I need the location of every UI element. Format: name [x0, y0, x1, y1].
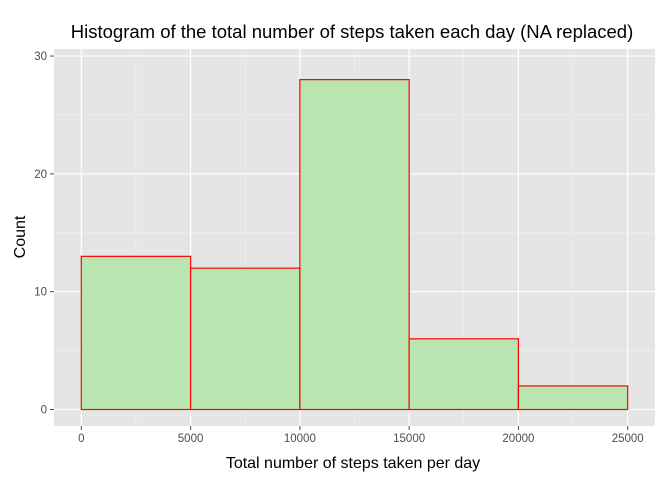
- histogram-bar: [189, 267, 301, 411]
- histogram-bar: [408, 338, 520, 411]
- chart-title: Histogram of the total number of steps t…: [71, 21, 634, 42]
- y-axis-ticks: 0 10 20 30: [34, 51, 54, 417]
- histogram-bar: [80, 255, 192, 411]
- x-tick-label: 5000: [178, 433, 204, 445]
- x-tick-label: 15000: [393, 433, 425, 445]
- y-axis-title: Count: [12, 215, 29, 258]
- x-axis-title: Total number of steps taken per day: [226, 455, 480, 472]
- y-tick-label: 0: [41, 405, 47, 417]
- histogram-bars: [80, 79, 629, 411]
- histogram-bar: [299, 79, 410, 411]
- histogram-bar: [517, 385, 629, 411]
- x-tick-label: 20000: [502, 433, 534, 445]
- y-tick-label: 30: [34, 51, 47, 63]
- y-tick-label: 20: [34, 169, 47, 181]
- y-tick-label: 10: [34, 287, 47, 299]
- x-axis-ticks: 0 5000 10000 15000 20000 25000: [78, 426, 644, 445]
- x-tick-label: 0: [78, 433, 84, 445]
- x-tick-label: 10000: [284, 433, 316, 445]
- x-tick-label: 25000: [612, 433, 644, 445]
